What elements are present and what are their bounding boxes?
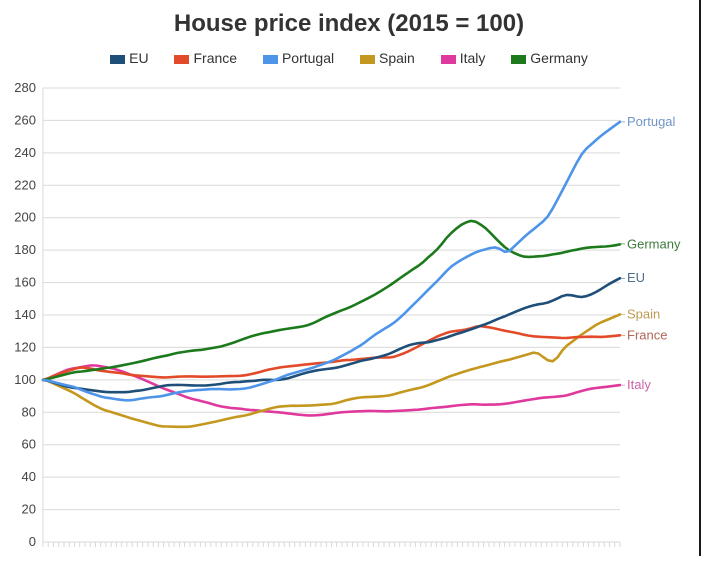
svg-text:20: 20	[22, 502, 36, 517]
svg-text:Portugal: Portugal	[627, 114, 676, 129]
svg-text:220: 220	[14, 177, 36, 192]
svg-text:80: 80	[22, 404, 36, 419]
svg-text:0: 0	[29, 534, 36, 549]
svg-text:140: 140	[14, 307, 36, 322]
svg-text:120: 120	[14, 339, 36, 354]
svg-text:60: 60	[22, 437, 36, 452]
svg-text:180: 180	[14, 242, 36, 257]
svg-text:Spain: Spain	[627, 306, 660, 321]
svg-text:EU: EU	[627, 270, 645, 285]
svg-text:Italy: Italy	[627, 377, 651, 392]
svg-text:260: 260	[14, 112, 36, 127]
svg-text:France: France	[627, 327, 667, 342]
svg-text:Germany: Germany	[627, 236, 681, 251]
svg-text:100: 100	[14, 372, 36, 387]
svg-text:160: 160	[14, 275, 36, 290]
svg-text:240: 240	[14, 145, 36, 160]
svg-text:200: 200	[14, 210, 36, 225]
svg-text:280: 280	[14, 80, 36, 95]
svg-text:40: 40	[22, 469, 36, 484]
